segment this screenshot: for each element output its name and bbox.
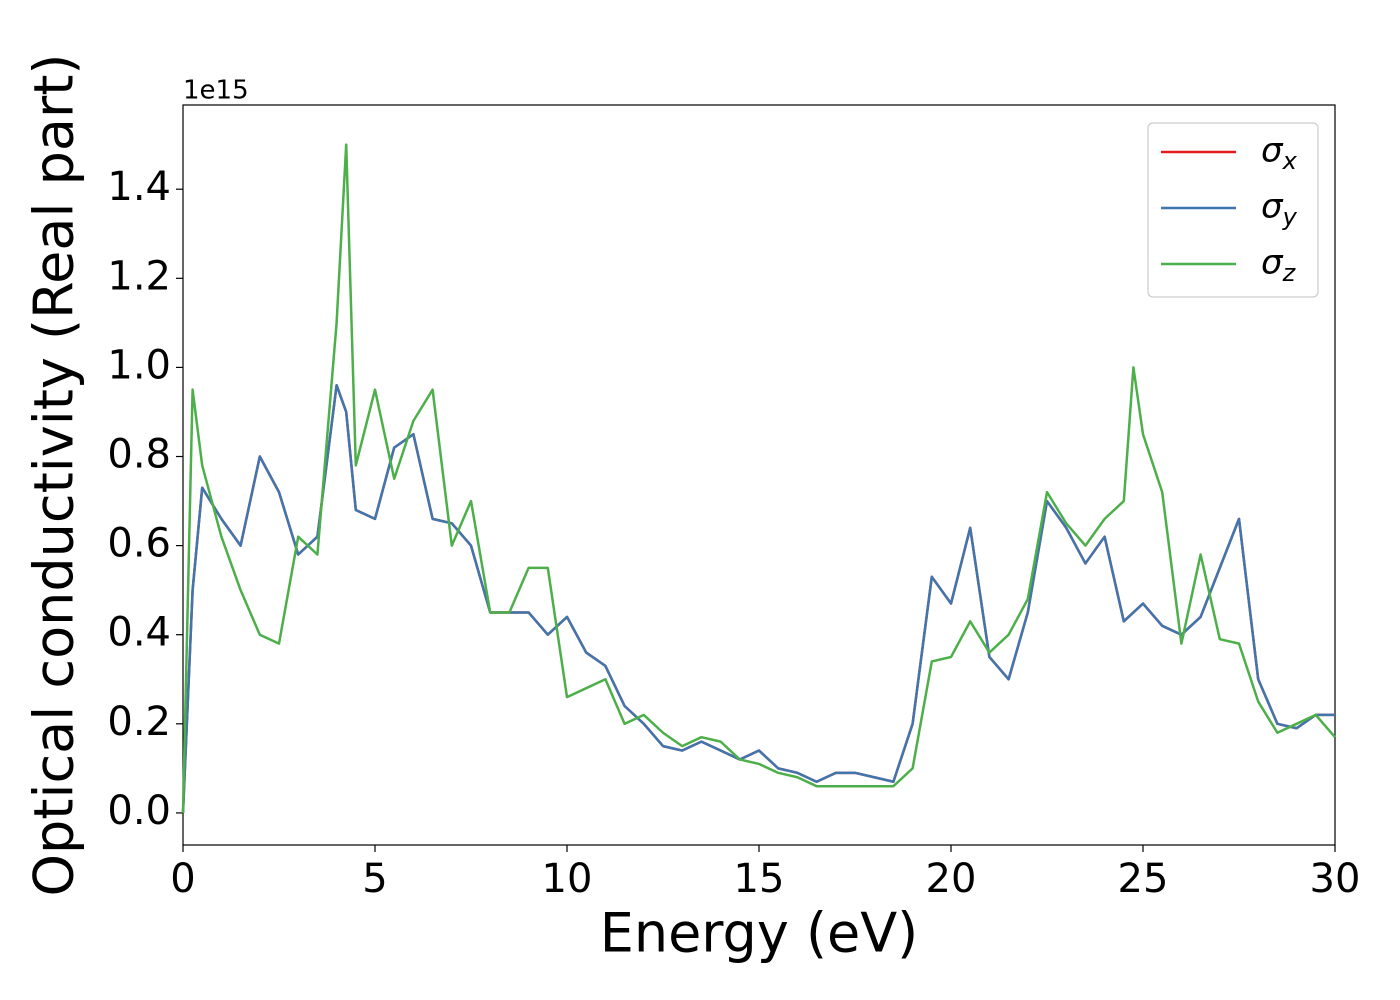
series-line: [181, 143, 1336, 813]
y-tick-label: 0.4: [107, 610, 171, 656]
x-tick-label: 25: [1118, 856, 1169, 902]
series-line: [181, 383, 1335, 813]
x-tick-label: 5: [362, 856, 387, 902]
y-tick-label: 1.0: [107, 342, 171, 388]
x-tick-label: 15: [734, 856, 785, 902]
x-tick-label: 10: [542, 856, 593, 902]
offset-label: 1e15: [183, 76, 249, 106]
y-tick-label: 0.0: [107, 788, 171, 834]
legend-box: [1147, 122, 1319, 298]
y-tick-label: 1.2: [107, 253, 171, 299]
x-tick-label: 20: [926, 856, 977, 902]
y-tick-label: 0.8: [107, 432, 171, 478]
y-tick-label: 1.4: [107, 164, 171, 210]
x-axis-label: Energy (eV): [600, 902, 919, 965]
y-tick-label: 0.2: [107, 699, 171, 745]
x-tick-label: 30: [1310, 856, 1361, 902]
y-axis-label: Optical conductivity (Real part): [23, 54, 86, 897]
x-tick-label: 0: [170, 856, 195, 902]
y-tick-label: 0.6: [107, 521, 171, 567]
